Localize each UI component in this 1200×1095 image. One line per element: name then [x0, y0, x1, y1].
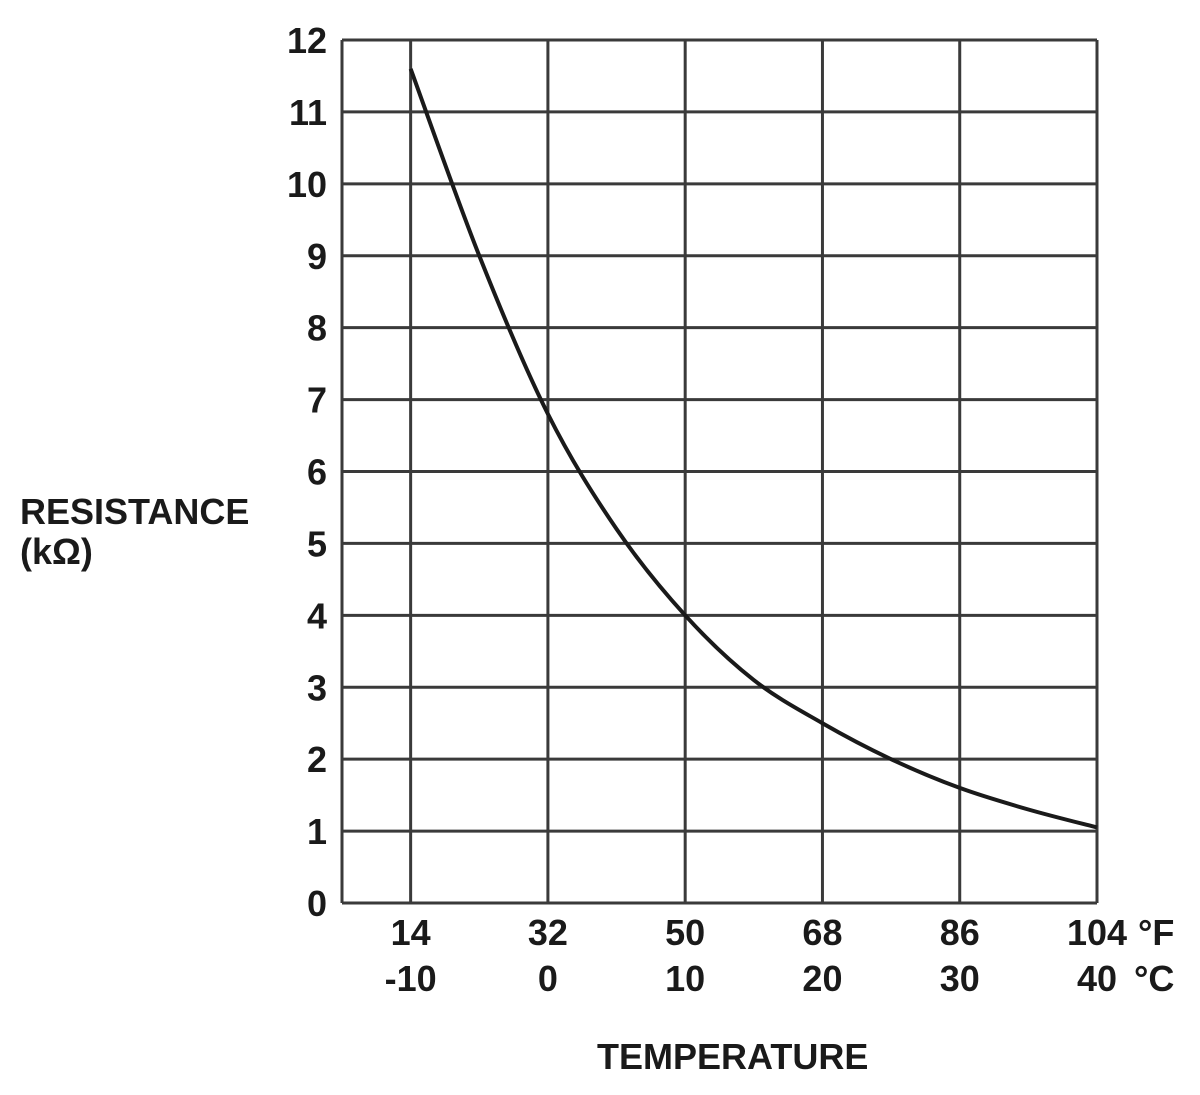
resistance-curve	[408, 68, 1098, 830]
x-tick-label-c: 10	[665, 958, 705, 999]
y-tick-label: 9	[307, 236, 327, 277]
y-tick-label: 11	[289, 92, 327, 133]
y-tick-label: 8	[307, 308, 327, 349]
x-axis-label: TEMPERATURE	[597, 1036, 869, 1077]
x-tick-label-c: 40	[1077, 958, 1117, 999]
y-tick-label: 6	[307, 452, 327, 493]
x-tick-label-f: 104	[1067, 912, 1127, 953]
x-tick-label-f: 68	[802, 912, 842, 953]
y-tick-label: 2	[307, 739, 327, 780]
y-tick-label: 1	[307, 811, 327, 852]
x-tick-label-f: 50	[665, 912, 705, 953]
y-tick-label: 4	[307, 595, 327, 636]
y-axis-label: RESISTANCE (kΩ)	[20, 492, 249, 572]
x-tick-label-f: 86	[940, 912, 980, 953]
grid	[340, 38, 1099, 905]
y-axis-label-line2: (kΩ)	[20, 531, 93, 572]
y-tick-label: 10	[287, 164, 327, 205]
y-tick-label: 0	[307, 883, 327, 924]
y-tick-label: 7	[307, 380, 327, 421]
x-tick-label-c: -10	[385, 958, 437, 999]
x-tick-label-f: 32	[528, 912, 568, 953]
y-axis-label-line1: RESISTANCE	[20, 491, 250, 532]
y-tick-label: 3	[307, 667, 327, 708]
y-tick-label: 12	[287, 20, 327, 61]
x-unit-fahrenheit: °F	[1138, 912, 1174, 953]
x-tick-label-c: 0	[538, 958, 558, 999]
x-tick-label-c: 20	[802, 958, 842, 999]
series-group	[408, 68, 1098, 830]
x-tick-label-f: 14	[391, 912, 431, 953]
x-unit-celsius: °C	[1134, 958, 1174, 999]
x-tick-label-c: 30	[940, 958, 980, 999]
x-tick-labels: 14 -10 32 0 50 10 68 20 86 30 104 40 °F °C	[385, 912, 1175, 999]
y-tick-label: 5	[307, 523, 327, 564]
